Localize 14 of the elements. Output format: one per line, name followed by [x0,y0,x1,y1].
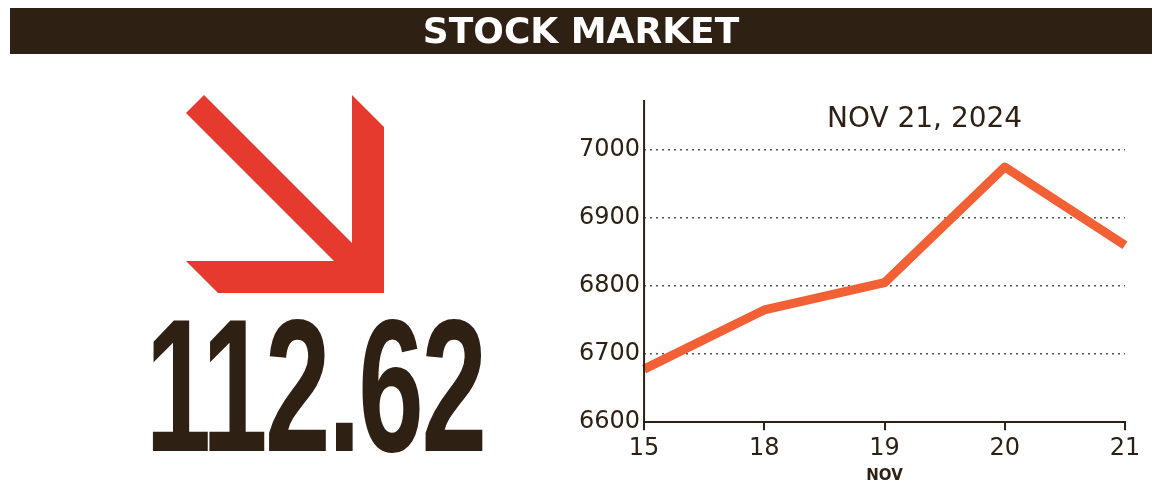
x-tick-label: 21 [1109,432,1141,461]
x-tick-label: 19 [869,432,900,461]
text: 112.62 [145,279,485,490]
x-tick-label: 18 [749,432,780,461]
x-axis-title: NOV [866,465,904,484]
x-tick-label: 20 [989,432,1021,461]
y-tick-label: 6700 [579,338,641,367]
chart-title: STOCK MARKET [10,8,1152,54]
x-tick-label: 15 [628,432,660,461]
y-tick-label: 6600 [579,406,641,435]
y-tick-label: 6800 [579,270,641,299]
y-tick-label: 6900 [579,202,641,231]
text: NOV 21, 2024 [826,101,1023,135]
y-tick-label: 7000 [579,134,641,163]
